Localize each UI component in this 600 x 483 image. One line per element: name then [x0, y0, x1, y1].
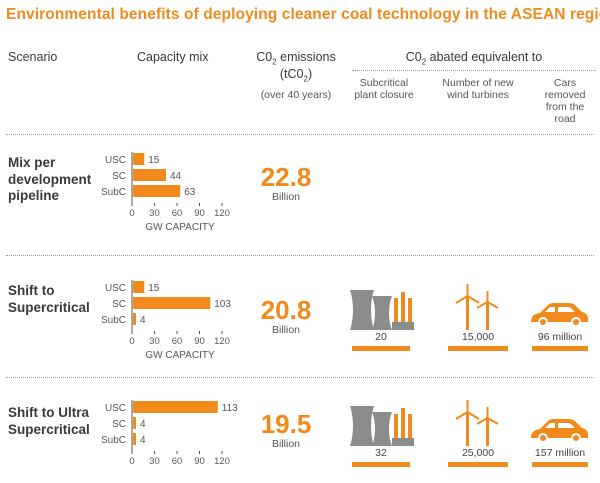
category-label: USC [105, 155, 126, 166]
bar [133, 401, 218, 413]
subheader-wind-turbines: Number of new wind turbines [442, 77, 514, 101]
header-emissions-tail: emissions [276, 50, 336, 64]
capacity-mix-chart-1: 0 30 60 90 120 USC 15 SC 44 SubC 63 GW CAPACITY [101, 152, 230, 233]
cars-count-2: 96 million [537, 331, 583, 343]
data-label: 4 [140, 315, 146, 326]
header-abated-sub: 2 [421, 57, 427, 67]
header-abated: C02 abated equivalent to [352, 50, 596, 67]
subheader-cars: Cars removed from the road [544, 77, 586, 125]
x-tick-label: 60 [172, 208, 183, 219]
category-label: SC [112, 419, 126, 430]
category-label: USC [105, 403, 126, 414]
bar [133, 153, 145, 165]
turbine-count-2: 15,000 [461, 331, 495, 343]
emissions-value-3: 19.5 [260, 409, 312, 439]
emissions-value-2: 20.8 [260, 295, 312, 325]
plant-count-3: 32 [375, 447, 387, 459]
category-label: SC [112, 171, 126, 182]
x-tick-label: 90 [194, 456, 205, 467]
plant-count-2: 20 [375, 331, 387, 343]
wind-turbine-icon [455, 284, 499, 330]
row-divider-1 [6, 134, 594, 135]
capacity-mix-chart-3: 0 30 60 90 120 USC 113 SC 4 SubC 4 [101, 400, 238, 467]
x-tick-label: 90 [194, 208, 205, 219]
power-plant-icon [350, 290, 414, 330]
subheader-plant-closure: Subcritical plant closure [354, 77, 414, 101]
category-label: SC [112, 299, 126, 310]
scenario-name-1: Mix per development pipeline [8, 155, 92, 203]
turbine-count-3: 25,000 [461, 447, 495, 459]
data-label: 63 [184, 187, 196, 198]
x-tick-label: 120 [214, 456, 230, 467]
cars-underline-2 [532, 346, 588, 351]
category-label: USC [105, 283, 126, 294]
category-label: SubC [101, 435, 126, 446]
capacity-mix-chart-2: 0 30 60 90 120 USC 15 SC 103 SubC 4 GW CAPACITY [101, 280, 231, 361]
bar [133, 433, 136, 445]
emissions-unit-1: Billion [271, 191, 300, 203]
x-tick-label: 90 [194, 336, 205, 347]
emissions-value-1: 22.8 [260, 162, 312, 192]
header-unit-sub: 2 [303, 74, 308, 84]
bar [133, 297, 211, 309]
header-emissions-period: (over 40 years) [260, 89, 332, 101]
turbine-underline-3 [448, 462, 508, 467]
bar [133, 417, 136, 429]
data-label: 4 [140, 419, 146, 430]
data-label: 44 [170, 171, 182, 182]
bar [133, 281, 145, 293]
bar [133, 185, 181, 197]
x-tick-label: 120 [214, 208, 230, 219]
bar [133, 169, 166, 181]
data-label: 15 [148, 155, 160, 166]
header-abated-c: C0 [405, 50, 422, 64]
bar [133, 313, 136, 325]
wind-turbine-icon [455, 400, 499, 446]
plant-underline-3 [352, 462, 410, 467]
data-label: 103 [214, 299, 231, 310]
x-tick-label: 0 [129, 456, 134, 467]
car-icon [531, 303, 588, 327]
page-title: Environmental benefits of deploying clea… [6, 6, 600, 23]
x-tick-label: 0 [129, 336, 134, 347]
x-axis-label: GW CAPACITY [145, 222, 215, 233]
header-emissions-unit: (tC02) [256, 67, 336, 84]
data-label: 4 [140, 435, 146, 446]
emissions-unit-2: Billion [271, 324, 300, 336]
x-tick-label: 30 [149, 336, 160, 347]
header-emissions-c: C0 [256, 50, 273, 64]
x-tick-label: 0 [129, 208, 134, 219]
turbine-underline-2 [448, 346, 508, 351]
header-emissions: C02 emissions [256, 50, 336, 67]
x-tick-label: 60 [172, 456, 183, 467]
row-divider-2 [6, 255, 594, 256]
x-axis-label: GW CAPACITY [145, 350, 215, 361]
x-tick-label: 30 [149, 456, 160, 467]
header-scenario: Scenario [8, 50, 58, 64]
plant-underline-2 [352, 346, 410, 351]
header-abated-divider [352, 70, 596, 71]
cars-underline-3 [532, 462, 588, 467]
scenario-name-3: Shift to Ultra Supercritical [8, 405, 90, 437]
power-plant-icon [350, 406, 414, 446]
category-label: SubC [101, 187, 126, 198]
category-label: SubC [101, 315, 126, 326]
x-tick-label: 30 [149, 208, 160, 219]
data-label: 15 [148, 283, 160, 294]
car-icon [531, 419, 588, 443]
header-emissions-sub: 2 [272, 57, 277, 67]
header-unit-a: (tC0 [279, 67, 304, 81]
data-label: 113 [222, 403, 238, 414]
x-tick-label: 60 [172, 336, 183, 347]
emissions-unit-3: Billion [271, 438, 300, 450]
header-capacity-mix: Capacity mix [137, 50, 209, 64]
header-unit-c: ) [307, 67, 313, 81]
x-tick-label: 120 [214, 336, 230, 347]
row-divider-3 [6, 377, 594, 378]
scenario-name-2: Shift to Supercritical [8, 283, 90, 315]
header-abated-tail: abated equivalent to [426, 50, 543, 64]
cars-count-3: 157 million [534, 447, 586, 459]
